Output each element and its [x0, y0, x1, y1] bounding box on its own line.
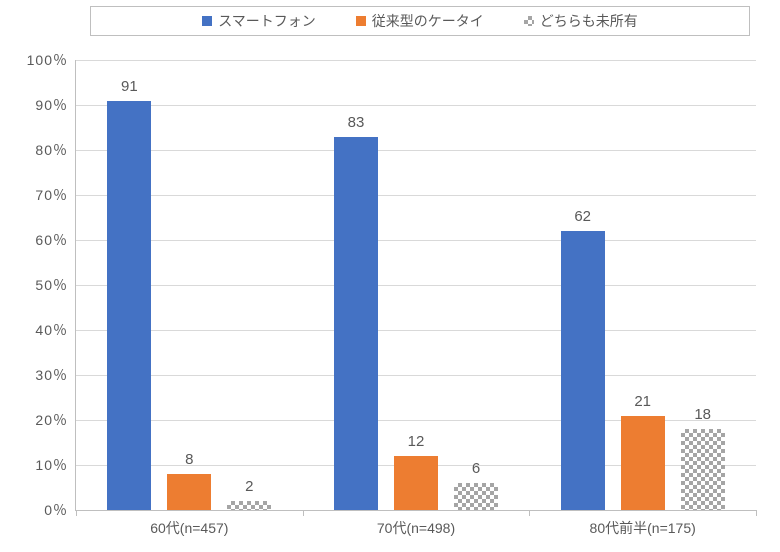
y-axis-tick-label: 20％: [35, 410, 76, 430]
gridline: [76, 60, 756, 61]
legend-label: どちらも未所有: [540, 11, 638, 31]
gridline: [76, 105, 756, 106]
bar-value-label: 12: [408, 433, 425, 456]
bar-value-label: 18: [694, 406, 711, 429]
legend-item: どちらも未所有: [524, 11, 638, 31]
y-axis-tick-label: 90％: [35, 95, 76, 115]
y-axis-tick-label: 60％: [35, 230, 76, 250]
bar: [394, 456, 438, 510]
gridline: [76, 375, 756, 376]
legend-swatch-smartphone: [202, 16, 212, 26]
bar: [334, 137, 378, 511]
x-axis-tick-label: 80代前半(n=175): [590, 510, 696, 538]
bar-value-label: 91: [121, 78, 138, 101]
y-axis-tick-label: 30％: [35, 365, 76, 385]
legend: スマートフォン 従来型のケータイ どちらも未所有: [90, 6, 750, 36]
y-axis-tick-label: 50％: [35, 275, 76, 295]
x-axis-tick: [756, 510, 757, 516]
legend-swatch-none: [524, 16, 534, 26]
y-axis-tick-label: 40％: [35, 320, 76, 340]
plot-area: 0％10％20％30％40％50％60％70％80％90％100％60代(n=4…: [75, 60, 756, 511]
gridline: [76, 150, 756, 151]
bar-value-label: 8: [185, 451, 193, 474]
bar-value-label: 62: [574, 208, 591, 231]
bar-value-label: 21: [634, 393, 651, 416]
y-axis-tick-label: 0％: [44, 500, 76, 520]
y-axis-tick-label: 70％: [35, 185, 76, 205]
x-axis-tick: [76, 510, 77, 516]
y-axis-tick-label: 10％: [35, 455, 76, 475]
bar: [621, 416, 665, 511]
x-axis-tick-label: 70代(n=498): [377, 510, 455, 538]
legend-label: 従来型のケータイ: [372, 11, 484, 31]
gridline: [76, 285, 756, 286]
x-axis-tick: [303, 510, 304, 516]
legend-item: 従来型のケータイ: [356, 11, 484, 31]
x-axis-tick-label: 60代(n=457): [150, 510, 228, 538]
bar: [227, 501, 271, 510]
bar-value-label: 6: [472, 460, 480, 483]
gridline: [76, 240, 756, 241]
bar-value-label: 83: [348, 114, 365, 137]
bar: [107, 101, 151, 511]
y-axis-tick-label: 100％: [27, 50, 76, 70]
bar: [681, 429, 725, 510]
y-axis-tick-label: 80％: [35, 140, 76, 160]
legend-swatch-feature-phone: [356, 16, 366, 26]
gridline: [76, 330, 756, 331]
bar: [454, 483, 498, 510]
chart-container: スマートフォン 従来型のケータイ どちらも未所有 0％10％20％30％40％5…: [0, 0, 780, 552]
gridline: [76, 195, 756, 196]
x-axis-tick: [529, 510, 530, 516]
bar-value-label: 2: [245, 478, 253, 501]
legend-item: スマートフォン: [202, 11, 316, 31]
bar: [561, 231, 605, 510]
bar: [167, 474, 211, 510]
legend-label: スマートフォン: [218, 11, 316, 31]
